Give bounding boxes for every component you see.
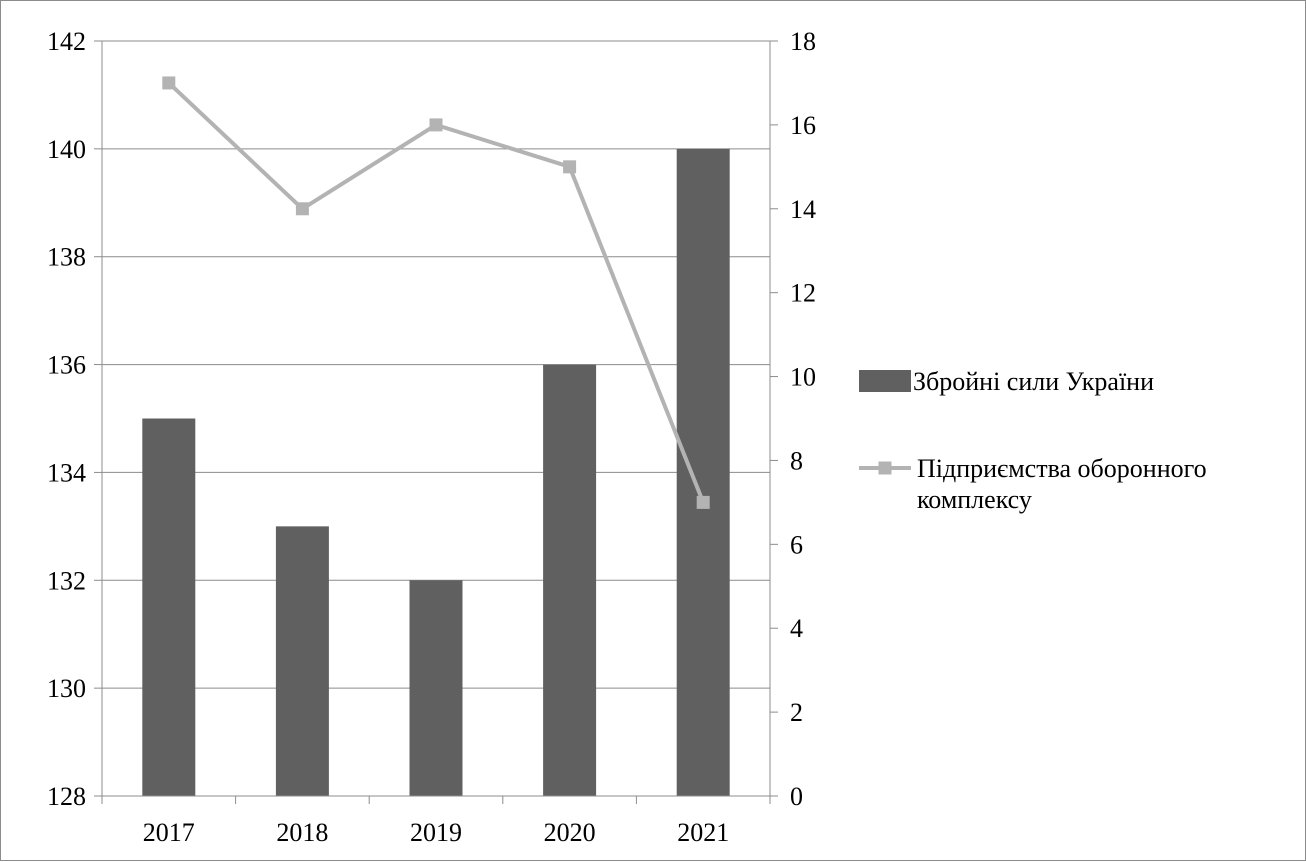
y-tick-label: 134 <box>47 458 86 487</box>
bar-zbroini-syly <box>142 418 196 796</box>
y-tick-label: 142 <box>47 27 86 56</box>
x-tick-label: 2019 <box>410 818 462 847</box>
y2-tick-label: 6 <box>790 530 803 559</box>
x-tick-label: 2018 <box>276 818 328 847</box>
y2-tick-label: 0 <box>790 782 803 811</box>
y2-tick-label: 14 <box>790 195 816 224</box>
bar-zbroini-syly <box>676 148 730 796</box>
legend-label-line-1: Підприємства оборонного <box>917 454 1207 483</box>
y-tick-label: 138 <box>47 243 86 272</box>
y-tick-label: 128 <box>47 782 86 811</box>
y2-tick-label: 4 <box>790 614 803 643</box>
legend-swatch-marker <box>878 461 892 475</box>
bar-zbroini-syly <box>275 526 329 796</box>
line-series <box>162 76 710 509</box>
y2-tick-label: 10 <box>790 363 816 392</box>
bar-zbroini-syly <box>409 580 463 796</box>
y2-tick-label: 8 <box>790 446 803 475</box>
y2-tick-label: 16 <box>790 111 816 140</box>
marker-pidpryiemstva <box>696 495 710 509</box>
legend-label-line-2: комплексу <box>917 485 1032 514</box>
marker-pidpryiemstva <box>429 118 443 132</box>
x-tick-label: 2017 <box>143 818 195 847</box>
axes <box>94 40 778 804</box>
gridlines <box>102 40 770 689</box>
line-pidpryiemstva <box>167 81 706 504</box>
y2-tick-label: 12 <box>790 279 816 308</box>
y2-tick-label: 2 <box>790 698 803 727</box>
y-tick-label: 136 <box>47 351 86 380</box>
legend-swatch-bar <box>859 370 911 392</box>
bar-series <box>142 148 730 796</box>
tick-labels: 128 130 132 134 136 138 140 142 0 2 4 6 8 10 12 14 16 18 2… <box>47 27 816 847</box>
legend-label-bar: Збройні сили України <box>913 367 1154 396</box>
bar-zbroini-syly <box>543 364 597 796</box>
y-tick-label: 130 <box>47 674 86 703</box>
marker-pidpryiemstva <box>162 76 176 90</box>
x-tick-label: 2021 <box>677 818 729 847</box>
legend: Збройні сили України Підприємства оборонн… <box>859 367 1207 514</box>
x-tick-label: 2020 <box>544 818 596 847</box>
y-tick-label: 140 <box>47 135 86 164</box>
y-tick-label: 132 <box>47 566 86 595</box>
y2-tick-label: 18 <box>790 27 816 56</box>
marker-pidpryiemstva <box>563 160 577 174</box>
marker-pidpryiemstva <box>295 202 309 216</box>
